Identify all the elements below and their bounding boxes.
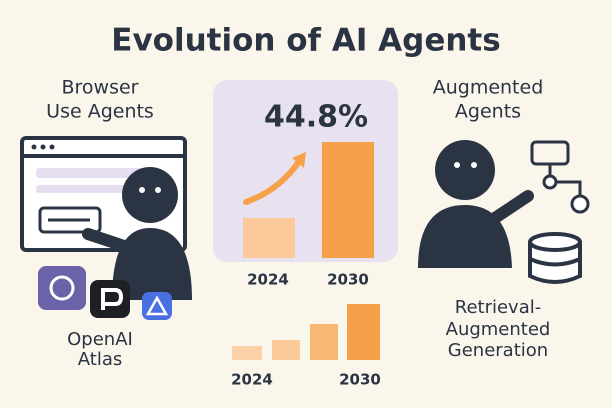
left-caption: Atlas [78,349,122,370]
left-caption: OpenAI [67,329,133,350]
year-label: 2024 [231,371,273,389]
growth-illustration [243,142,374,258]
stat: 44.8% [264,100,368,135]
left-heading: Browser [62,77,139,99]
agent-illustration [418,140,590,284]
right-caption: Retrieval- [455,297,541,318]
year-label: 2024 [247,271,289,289]
right-caption: Generation [448,340,548,361]
mini-bars [232,304,380,360]
right-heading: Augmented [433,77,544,99]
title: Evolution of AI Agents [111,23,500,59]
right-heading: Agents [455,101,521,123]
year-label: 2030 [339,371,381,389]
browser-illustration [20,136,192,300]
right-caption: Augmented [446,319,551,340]
app-icons [38,266,172,320]
year-label: 2030 [327,271,369,289]
left-heading: Use Agents [46,101,154,123]
